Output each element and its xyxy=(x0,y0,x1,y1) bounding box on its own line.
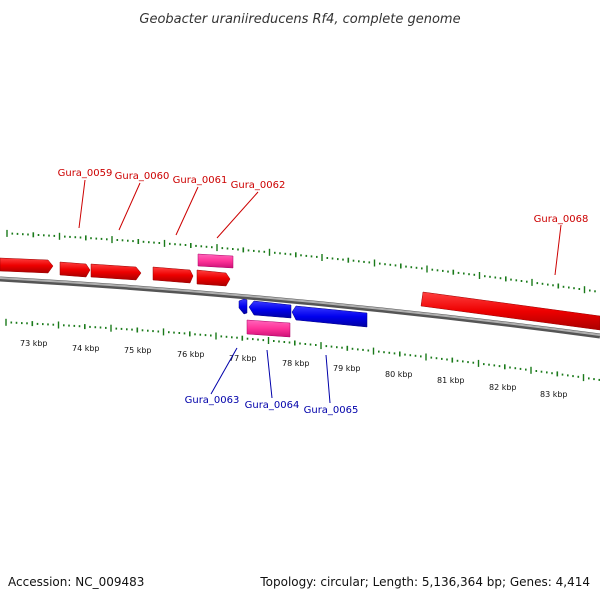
label-leader-line xyxy=(216,191,259,239)
tick-label: 80 kbp xyxy=(385,370,413,379)
label-leader-line xyxy=(554,224,562,276)
label-leader-line xyxy=(266,349,273,399)
rna-features xyxy=(197,253,291,338)
gene-label-gura-0068[interactable]: Gura_0068 xyxy=(534,214,589,225)
tick-label: 76 kbp xyxy=(177,350,205,359)
tick-label: 83 kbp xyxy=(540,390,568,399)
genome-backbone xyxy=(0,276,600,339)
label-leader-line xyxy=(175,186,199,236)
forward-gene-arrow[interactable] xyxy=(59,261,91,278)
tick-label: 78 kbp xyxy=(282,359,310,368)
reverse-gene-labels xyxy=(210,347,331,404)
reverse-gene-arrow[interactable] xyxy=(291,305,368,328)
gene-label-gura-0060[interactable]: Gura_0060 xyxy=(115,171,170,182)
tick-label: 82 kbp xyxy=(489,383,517,392)
tick-labels: 73 kbp 74 kbp 75 kbp 76 kbp 77 kbp 78 kb… xyxy=(20,339,568,399)
gene-label-gura-0061[interactable]: Gura_0061 xyxy=(173,175,228,186)
tick-label: 81 kbp xyxy=(437,376,465,385)
label-leader-line xyxy=(118,182,141,231)
label-leader-line xyxy=(210,347,238,395)
forward-gene-arrow[interactable] xyxy=(196,269,231,287)
gene-label-gura-0065[interactable]: Gura_0065 xyxy=(304,405,359,416)
genome-summary-text: Topology: circular; Length: 5,136,364 bp… xyxy=(260,575,590,589)
accession-text: Accession: NC_009483 xyxy=(8,575,145,589)
forward-genes xyxy=(0,257,600,331)
tick-label: 75 kbp xyxy=(124,346,152,355)
rna-feature-box[interactable] xyxy=(246,319,291,338)
reverse-tick-track xyxy=(5,318,600,382)
rna-feature-box[interactable] xyxy=(197,253,234,269)
gene-label-gura-0059[interactable]: Gura_0059 xyxy=(58,168,113,179)
forward-gene-arrow[interactable] xyxy=(152,266,194,284)
gene-label-gura-0063[interactable]: Gura_0063 xyxy=(185,395,240,406)
tick-label: 77 kbp xyxy=(229,354,257,363)
gene-label-gura-0064[interactable]: Gura_0064 xyxy=(245,400,300,411)
tick-label: 73 kbp xyxy=(20,339,48,348)
forward-tick-track xyxy=(6,229,596,294)
genome-backbone-highlight xyxy=(0,277,600,336)
tick-label: 74 kbp xyxy=(72,344,100,353)
reverse-genes xyxy=(238,298,368,328)
forward-gene-arrow[interactable] xyxy=(90,263,142,281)
forward-gene-arrow[interactable] xyxy=(0,257,54,274)
gene-label-gura-0062[interactable]: Gura_0062 xyxy=(231,180,286,191)
tick-label: 79 kbp xyxy=(333,364,361,373)
label-leader-line xyxy=(325,354,331,404)
reverse-gene-arrow[interactable] xyxy=(248,300,292,319)
forward-gene-labels xyxy=(78,179,562,276)
map-title: Geobacter uraniireducens Rf4, complete g… xyxy=(139,12,460,27)
label-leader-line xyxy=(78,179,86,229)
reverse-gene-arrow[interactable] xyxy=(238,298,248,315)
forward-gene-arrow[interactable] xyxy=(420,291,600,331)
